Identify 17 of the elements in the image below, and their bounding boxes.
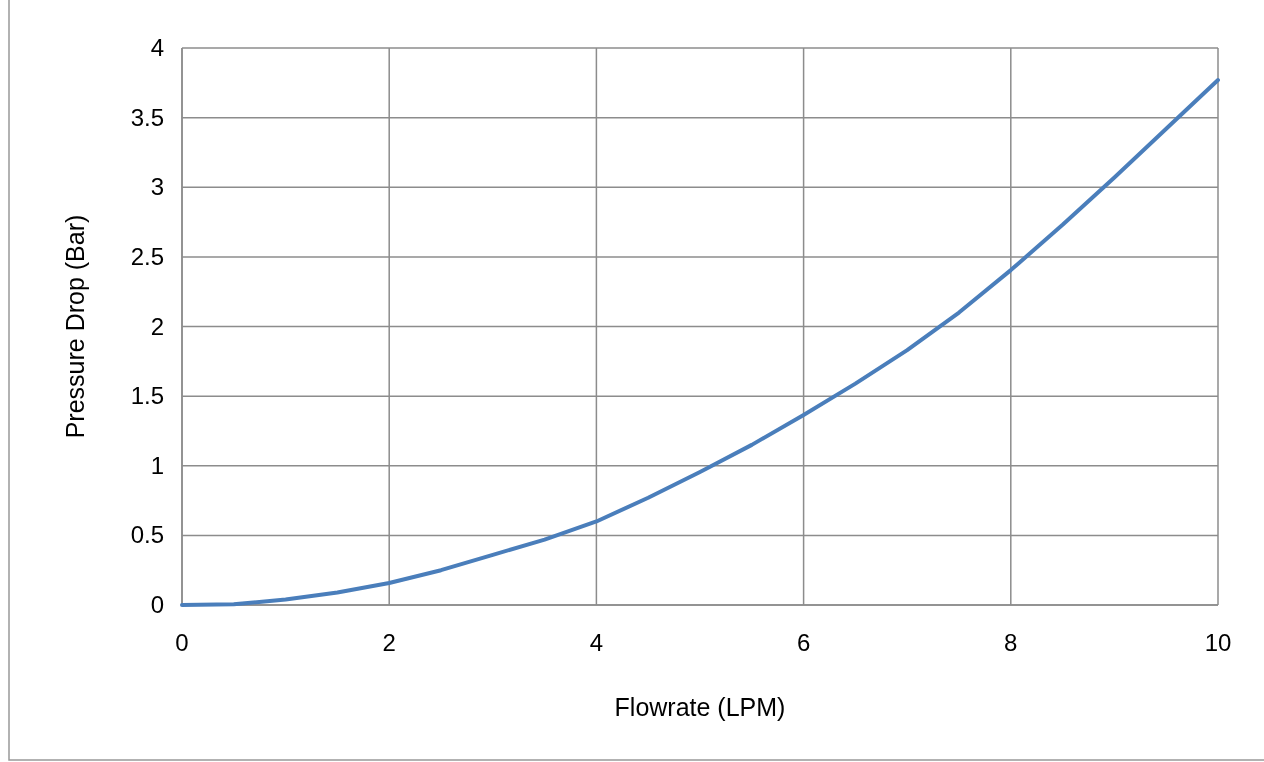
y-tick-label: 1.5 [130,382,164,410]
x-tick-label: 2 [382,629,396,656]
y-tick-label: 2 [150,312,164,340]
y-tick-label: 1 [150,451,164,479]
x-tick-label: 4 [589,629,604,656]
y-tick-label: 4 [150,34,164,61]
x-tick-label: 6 [796,629,811,656]
y-tick-label: 3 [150,173,164,201]
y-axis-title: Pressure Drop (Bar) [61,214,89,439]
x-tick-label: 8 [1004,629,1018,656]
x-tick-label: 10 [1204,629,1232,656]
y-tick-label: 0.5 [130,521,164,549]
y-tick-label: 0 [150,591,164,618]
y-tick-label: 2.5 [130,242,164,270]
y-tick-label: 3.5 [130,103,164,131]
x-tick-label: 0 [175,629,189,656]
x-axis-title: Flowrate (LPM) [614,693,786,721]
